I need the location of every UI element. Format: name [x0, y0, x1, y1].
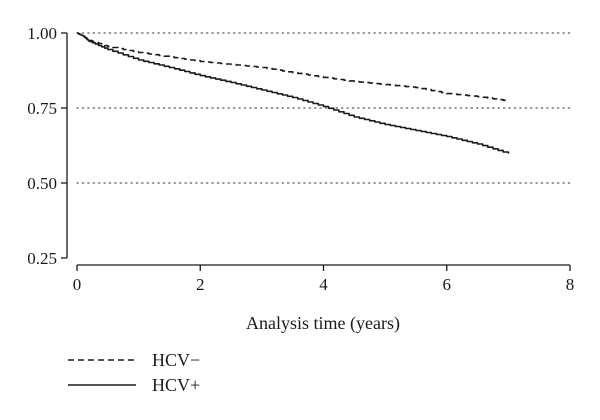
x-tick-label-4: 8	[566, 275, 575, 294]
y-tick-label-3: 1.00	[27, 24, 57, 43]
gridlines	[76, 32, 571, 184]
x-axis-label: Analysis time (years)	[246, 313, 400, 334]
series-line-hcv-positive	[77, 32, 510, 154]
legend: HCV− HCV+	[68, 350, 200, 395]
y-tick-label-2: 0.75	[27, 99, 57, 118]
axes: 0 2 4 6 8 0.25 0.50 0.75 1.00	[27, 24, 574, 294]
legend-label-1: HCV+	[152, 375, 200, 395]
series-line-hcv-negative	[77, 32, 510, 102]
x-tick-label-2: 4	[319, 275, 328, 294]
legend-label-0: HCV−	[152, 350, 200, 370]
y-tick-label-0: 0.25	[27, 249, 57, 268]
x-tick-label-0: 0	[73, 275, 82, 294]
series-lines	[77, 32, 510, 154]
x-tick-label-1: 2	[196, 275, 205, 294]
x-tick-label-3: 6	[443, 275, 452, 294]
y-tick-label-1: 0.50	[27, 174, 57, 193]
